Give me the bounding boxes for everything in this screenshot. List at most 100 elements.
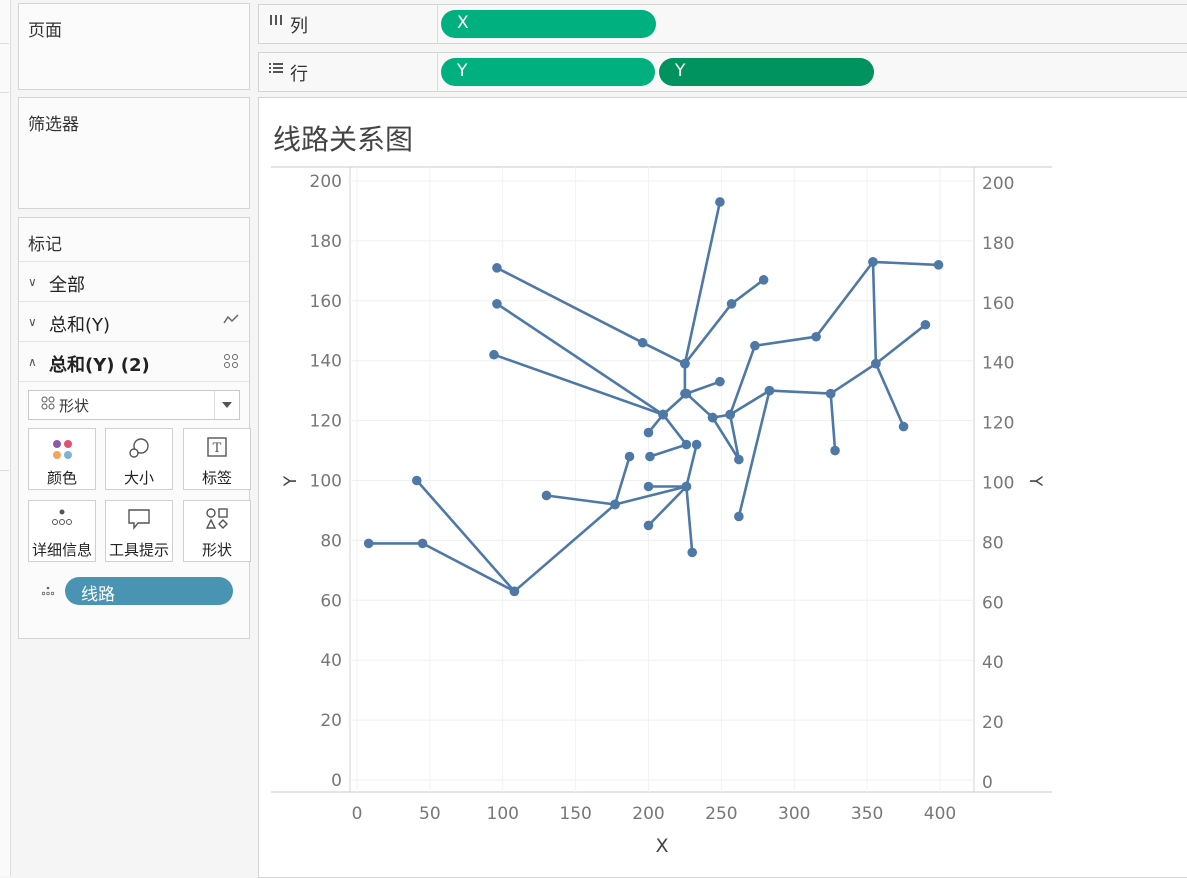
y-axis-title-left: Y — [281, 475, 301, 487]
route-line — [545, 494, 617, 506]
x-tick-label: 300 — [778, 804, 810, 824]
mark-type-select[interactable]: 形状 — [28, 390, 240, 420]
x-tick-label: 100 — [487, 804, 519, 824]
size-button-label: 大小 — [123, 469, 154, 487]
chevron-down-icon: ∨ — [28, 315, 37, 329]
y-tick-label-right: 100 — [982, 474, 1014, 494]
columns-pill-x[interactable]: X — [441, 10, 656, 38]
tooltip-button[interactable]: 工具提示 — [105, 500, 173, 562]
marks-card: 标记 ∨ 全部 ∨ 总和(Y) ∧ 总和(Y) (2) 形状 颜色 — [18, 217, 251, 639]
worksheet-view: 线路关系图 0 0 20 20 40 40 60 60 80 80 100 100 120 120 140 1… — [258, 97, 1187, 878]
y-tick-label-left: 140 — [310, 352, 342, 372]
columns-shelf-label: 列 — [290, 16, 308, 37]
rows-pill-y2-label: Y — [675, 61, 686, 81]
columns-pill-x-label: X — [457, 13, 469, 33]
route-point — [541, 490, 552, 501]
x-tick-label: 350 — [851, 804, 883, 824]
columns-icon — [269, 13, 283, 31]
chevron-down-icon: ∨ — [28, 275, 37, 289]
route-point — [643, 520, 654, 531]
y-tick-label-right: 40 — [982, 653, 1004, 673]
route-line — [415, 479, 516, 593]
shape-button-label: 形状 — [201, 541, 232, 559]
x-tick-label: 400 — [924, 804, 956, 824]
rows-pill-y1[interactable]: Y — [441, 58, 655, 86]
label-button[interactable]: T 标签 — [183, 428, 251, 490]
shape-mark-icon — [223, 353, 239, 373]
y-tick-label-left: 80 — [320, 531, 342, 551]
color-button-label: 颜色 — [46, 469, 77, 487]
route-line — [737, 389, 771, 518]
y-tick-label-right: 80 — [982, 533, 1004, 553]
rows-shelf[interactable]: 行 Y Y — [258, 52, 1187, 92]
shelf-divider — [437, 5, 438, 43]
route-point — [411, 475, 422, 486]
route-point — [417, 538, 428, 549]
detail-field-pill[interactable]: 线路 — [65, 577, 233, 605]
route-point — [734, 454, 744, 465]
shelf-divider — [437, 53, 438, 91]
x-tick-label: 200 — [632, 804, 664, 824]
text-label-icon: T — [184, 436, 250, 463]
filters-card[interactable]: 筛选器 — [18, 97, 250, 209]
y-tick-label-left: 120 — [310, 412, 342, 432]
rows-pill-y2[interactable]: Y — [659, 58, 874, 86]
y-tick-label-left: 40 — [320, 651, 342, 671]
route-line — [829, 323, 927, 395]
marks-all-row[interactable]: ∨ 全部 — [19, 261, 249, 301]
color-icon — [52, 439, 74, 461]
route-line — [367, 455, 631, 593]
y-tick-label-right: 200 — [982, 174, 1014, 194]
route-line — [647, 392, 714, 434]
size-button[interactable]: 大小 — [105, 428, 173, 490]
rows-pill-y1-label: Y — [457, 61, 468, 81]
mark-type-value: 形状 — [59, 397, 90, 415]
marks-sum-y2-row[interactable]: ∧ 总和(Y) (2) — [19, 341, 249, 381]
x-axis-title: X — [655, 835, 668, 857]
detail-button[interactable]: 详细信息 — [28, 500, 96, 562]
y-tick-label-left: 160 — [310, 292, 342, 312]
route-point — [680, 358, 690, 369]
x-tick-label: 50 — [419, 804, 441, 824]
route-point — [726, 298, 737, 309]
route-point — [681, 439, 692, 450]
filters-card-title: 筛选器 — [28, 115, 79, 135]
route-line — [647, 485, 688, 527]
route-point — [758, 275, 769, 285]
marks-card-title: 标记 — [28, 235, 62, 255]
pages-card[interactable]: 页面 — [18, 3, 250, 90]
route-line — [495, 302, 665, 416]
route-point — [643, 427, 654, 438]
svg-text:T: T — [213, 441, 222, 456]
route-line — [683, 200, 722, 366]
route-point — [681, 481, 692, 492]
y-tick-label-right: 140 — [982, 354, 1014, 374]
route-point — [868, 257, 878, 267]
pages-card-title: 页面 — [28, 21, 62, 41]
marks-all-label: 全部 — [49, 275, 85, 296]
columns-shelf[interactable]: 列 X — [258, 4, 1187, 44]
y-tick-label-right: 180 — [982, 234, 1014, 254]
route-point — [624, 451, 635, 462]
route-point — [750, 340, 760, 351]
y-tick-label-right: 160 — [982, 294, 1014, 314]
route-point — [492, 263, 502, 273]
y-tick-label-left: 0 — [331, 771, 342, 791]
x-tick-label: 250 — [705, 804, 737, 824]
marks-sum-y2-label: 总和(Y) (2) — [49, 355, 150, 376]
view-title: 线路关系图 — [273, 123, 414, 156]
detail-button-label: 详细信息 — [31, 541, 92, 559]
rows-shelf-label: 行 — [290, 64, 308, 85]
route-line — [495, 266, 687, 395]
shape-button[interactable]: 形状 — [183, 500, 251, 562]
y-tick-label-left: 60 — [320, 591, 342, 611]
y-axis-title-right: Y — [1025, 475, 1045, 487]
route-point — [610, 499, 620, 510]
route-point — [687, 547, 698, 558]
route-point — [691, 439, 702, 450]
marks-sum-y-row[interactable]: ∨ 总和(Y) — [19, 301, 249, 341]
route-point — [637, 337, 648, 348]
color-button[interactable]: 颜色 — [28, 428, 96, 490]
chevron-down-icon[interactable] — [214, 391, 239, 419]
